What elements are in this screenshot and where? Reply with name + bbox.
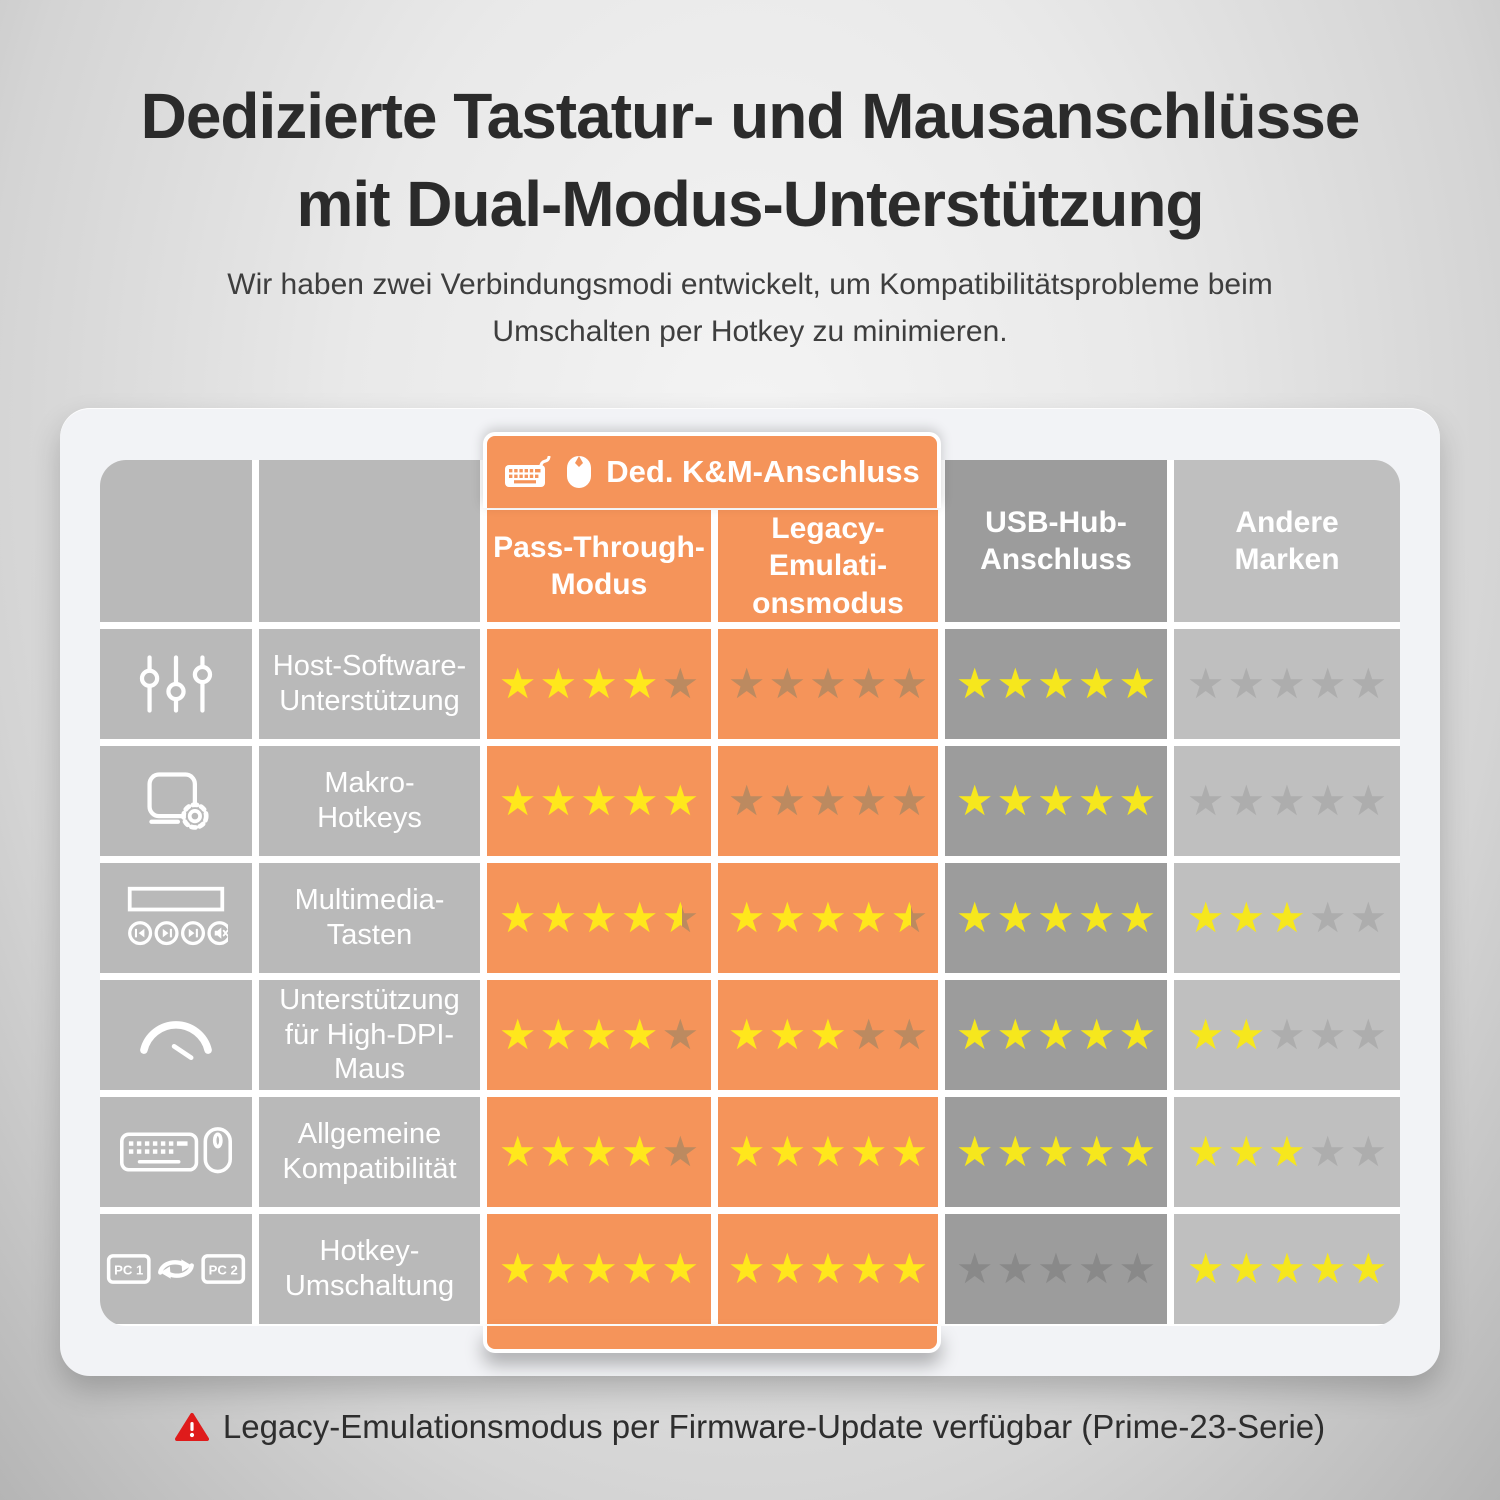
rating-cell: ★ ★ ★ ★ ★ — [1174, 1097, 1400, 1207]
group-header-ded-km: Ded. K&M-Anschluss — [483, 432, 941, 508]
star-rating: ★ ★ ★ ★ ★ — [727, 1010, 929, 1059]
header-spacer-icon-col — [100, 460, 252, 622]
star-rating: ★ ★ ★ ★ ★ — [1186, 893, 1388, 942]
star-rating: ★ ★ ★ ★ ★ — [955, 1127, 1157, 1176]
multimedia-icon — [100, 863, 252, 973]
star-rating: ★ ★ ★ ★ ★ ★ — [498, 893, 700, 942]
star-rating: ★ ★ ★ ★ ★ ★ — [727, 893, 929, 942]
keyboard-mouse-icon — [100, 1097, 252, 1207]
rating-cell: ★ ★ ★ ★ ★ — [718, 1214, 938, 1324]
star-rating: ★ ★ ★ ★ ★ — [1186, 1127, 1388, 1176]
star-rating: ★ ★ ★ ★ ★ — [1186, 1010, 1388, 1059]
star-rating: ★ ★ ★ ★ ★ — [498, 1244, 700, 1293]
page-title-line1: Dedizierte Tastatur- und Mausanschlüsse — [140, 80, 1361, 152]
group-header-label: Ded. K&M-Anschluss — [606, 454, 920, 489]
rating-cell: ★ ★ ★ ★ ★ — [1174, 629, 1400, 739]
macro-icon — [100, 746, 252, 856]
rating-cell: ★ ★ ★ ★ ★ — [1174, 980, 1400, 1090]
star-rating: ★ ★ ★ ★ ★ — [498, 659, 700, 708]
row-label: Host-Software- Unterstützung — [259, 629, 480, 739]
rating-cell: ★ ★ ★ ★ ★ — [487, 980, 711, 1090]
page-subtitle: Wir haben zwei Verbindungsmodi entwickel… — [227, 268, 1273, 348]
rating-cell: ★ ★ ★ ★ ★ — [1174, 863, 1400, 973]
rating-cell: ★ ★ ★ ★ ★ — [1174, 1214, 1400, 1324]
orange-panel-bottom — [483, 1326, 941, 1353]
rating-cell: ★ ★ ★ ★ ★ — [487, 1214, 711, 1324]
column-header-other-brands: Andere Marken — [1174, 460, 1400, 622]
rating-cell: ★ ★ ★ ★ ★ — [718, 980, 938, 1090]
page-title: Dedizierte Tastatur- und Mausanschlüsse … — [0, 72, 1500, 249]
star-rating: ★ ★ ★ ★ ★ — [955, 893, 1157, 942]
sliders-icon — [100, 629, 252, 739]
row-label: Makro- Hotkeys — [259, 746, 480, 856]
comparison-table: Pass-Through- Modus Legacy- Emulati- ons… — [100, 460, 1400, 1326]
star-rating: ★ ★ ★ ★ ★ — [727, 1244, 929, 1293]
rating-cell: ★ ★ ★ ★ ★ ★ — [487, 863, 711, 973]
gauge-icon — [100, 980, 252, 1090]
svg-text:PC 2: PC 2 — [209, 1262, 238, 1277]
column-header-usb-hub: USB-Hub- Anschluss — [945, 460, 1167, 622]
header-spacer-label-col — [259, 460, 480, 622]
rating-cell: ★ ★ ★ ★ ★ — [945, 746, 1167, 856]
row-label: Hotkey- Umschaltung — [259, 1214, 480, 1324]
rating-cell: ★ ★ ★ ★ ★ — [487, 629, 711, 739]
column-header-pass-through: Pass-Through- Modus — [487, 510, 711, 622]
rating-cell: ★ ★ ★ ★ ★ — [718, 1097, 938, 1207]
row-label: Allgemeine Kompatibilität — [259, 1097, 480, 1207]
page-title-line2: mit Dual-Modus-Unterstützung — [296, 168, 1205, 241]
rating-cell: ★ ★ ★ ★ ★ — [945, 980, 1167, 1090]
star-rating: ★ ★ ★ ★ ★ — [1186, 776, 1388, 825]
rating-cell: ★ ★ ★ ★ ★ — [945, 1214, 1167, 1324]
star-rating: ★ ★ ★ ★ ★ — [1186, 659, 1388, 708]
warning-icon — [174, 1412, 209, 1442]
rating-cell: ★ ★ ★ ★ ★ — [487, 746, 711, 856]
rating-cell: ★ ★ ★ ★ ★ — [945, 629, 1167, 739]
rating-cell: ★ ★ ★ ★ ★ — [1174, 746, 1400, 856]
star-rating: ★ ★ ★ ★ ★ — [498, 1127, 700, 1176]
footnote: Legacy-Emulationsmodus per Firmware-Upda… — [0, 1408, 1500, 1446]
star-rating: ★ ★ ★ ★ ★ — [955, 776, 1157, 825]
row-label: Multimedia- Tasten — [259, 863, 480, 973]
pc-switch-icon: PC 1 PC 2 — [100, 1214, 252, 1324]
star-rating: ★ ★ ★ ★ ★ — [955, 659, 1157, 708]
star-rating: ★ ★ ★ ★ ★ — [727, 776, 929, 825]
star-rating: ★ ★ ★ ★ ★ — [1186, 1244, 1388, 1293]
star-rating: ★ ★ ★ ★ ★ — [498, 1010, 700, 1059]
svg-text:PC 1: PC 1 — [114, 1262, 143, 1277]
rating-cell: ★ ★ ★ ★ ★ — [718, 746, 938, 856]
rating-cell: ★ ★ ★ ★ ★ ★ — [718, 863, 938, 973]
row-label: Unterstützung für High-DPI- Maus — [259, 980, 480, 1090]
star-rating: ★ ★ ★ ★ ★ — [727, 1127, 929, 1176]
rating-cell: ★ ★ ★ ★ ★ — [945, 1097, 1167, 1207]
keyboard-icon — [504, 456, 552, 488]
star-rating: ★ ★ ★ ★ ★ — [498, 776, 700, 825]
rating-cell: ★ ★ ★ ★ ★ — [487, 1097, 711, 1207]
star-rating: ★ ★ ★ ★ ★ — [955, 1244, 1157, 1293]
mouse-icon — [566, 455, 592, 489]
rating-cell: ★ ★ ★ ★ ★ — [718, 629, 938, 739]
star-rating: ★ ★ ★ ★ ★ — [955, 1010, 1157, 1059]
column-header-legacy-emulation: Legacy- Emulati- onsmodus — [718, 510, 938, 622]
star-rating: ★ ★ ★ ★ ★ — [727, 659, 929, 708]
footnote-text: Legacy-Emulationsmodus per Firmware-Upda… — [222, 1408, 1326, 1445]
rating-cell: ★ ★ ★ ★ ★ — [945, 863, 1167, 973]
